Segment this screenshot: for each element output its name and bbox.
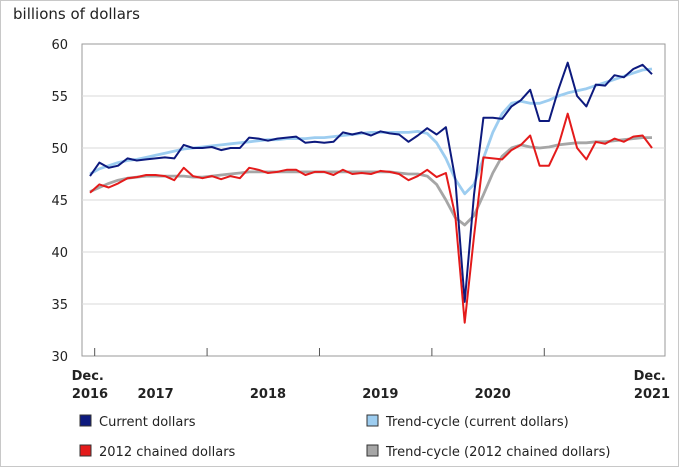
legend-swatch — [79, 414, 92, 427]
y-tick-label: 45 — [51, 194, 68, 209]
y-tick-label: 50 — [51, 142, 68, 157]
y-tick-label: 30 — [51, 350, 68, 365]
x-tick-label: Dec. 2021 — [634, 369, 671, 402]
y-tick-label: 60 — [51, 38, 68, 53]
legend-label: 2012 chained dollars — [99, 445, 236, 460]
y-tick-label: 40 — [51, 246, 68, 261]
legend-label: Trend-cycle (2012 chained dollars) — [385, 445, 610, 460]
series-line — [89, 61, 653, 303]
legend-label: Current dollars — [99, 415, 196, 430]
legend-swatch — [366, 414, 379, 427]
series-line — [89, 112, 653, 324]
legend-swatch — [79, 444, 92, 457]
x-tick-label: 2018 — [250, 387, 286, 402]
x-tick-label: 2019 — [362, 387, 398, 402]
series-line — [89, 67, 653, 196]
x-tick-label: 2020 — [475, 387, 511, 402]
y-tick-label: 35 — [51, 298, 68, 313]
y-axis-title: billions of dollars — [13, 5, 140, 23]
legend-label: Trend-cycle (current dollars) — [385, 415, 569, 430]
legend-swatch — [366, 444, 379, 457]
y-tick-label: 55 — [51, 90, 68, 105]
x-tick-label: Dec. 2016 — [72, 369, 109, 402]
x-tick-label: 2017 — [137, 387, 173, 402]
